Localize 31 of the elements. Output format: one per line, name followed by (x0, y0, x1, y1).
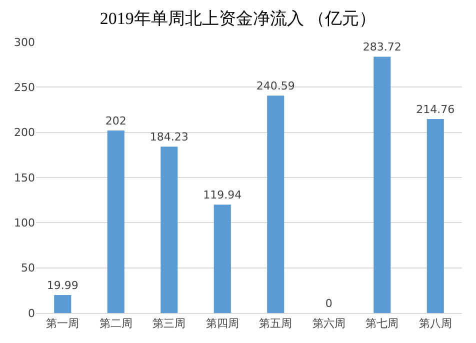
x-tick-label: 第八周 (418, 317, 452, 330)
x-tick-label: 第六周 (312, 317, 346, 330)
bar (426, 119, 444, 313)
data-label: 214.76 (416, 103, 455, 116)
y-tick-label: 250 (14, 81, 35, 94)
bar (107, 130, 124, 313)
y-tick-label: 300 (14, 36, 35, 49)
bar (160, 146, 178, 313)
data-label: 202 (105, 114, 126, 128)
bar (267, 96, 284, 313)
chart-title: 2019年单周北上资金净流入 （亿元） (100, 8, 376, 28)
x-tick-label: 第七周 (366, 317, 399, 330)
y-tick-label: 150 (14, 171, 35, 184)
x-tick-label: 第二周 (99, 317, 132, 330)
x-tick-label: 第五周 (259, 317, 292, 330)
data-label: 19.99 (46, 278, 78, 292)
x-tick-label: 第四周 (206, 317, 239, 330)
data-label: 119.94 (203, 188, 242, 202)
y-tick-label: 100 (14, 216, 35, 230)
bar (214, 204, 231, 313)
bar (374, 56, 391, 313)
y-tick-label: 200 (14, 126, 35, 140)
y-tick-label: 0 (28, 306, 35, 320)
data-label: 283.72 (362, 40, 402, 54)
data-label: 240.59 (256, 80, 295, 93)
x-tick-label: 第一周 (46, 317, 80, 330)
bar (54, 294, 72, 313)
x-tick-label: 第三周 (152, 317, 186, 330)
data-label: 0 (325, 297, 332, 310)
data-label: 184.23 (150, 130, 188, 144)
y-tick-label: 50 (21, 262, 35, 275)
